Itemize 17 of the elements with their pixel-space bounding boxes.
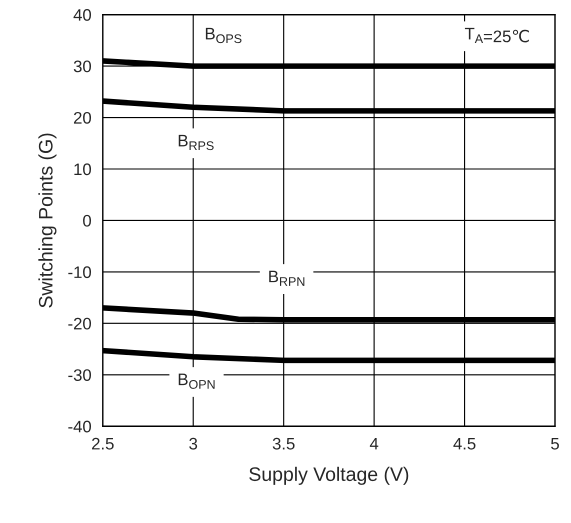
- x-tick-label: 4: [370, 438, 378, 450]
- y-tick-label: 20: [74, 112, 92, 124]
- y-tick-label: 0: [83, 214, 92, 227]
- x-tick-label: 5: [551, 438, 559, 450]
- y-tick-label: -20: [68, 318, 92, 330]
- y-tick-label: 30: [74, 60, 92, 72]
- y-tick-label: 40: [74, 9, 92, 21]
- x-tick-label: 3.5: [272, 438, 295, 450]
- x-tick-label: 4.5: [453, 438, 476, 450]
- x-tick-label: 2.5: [92, 438, 114, 450]
- y-tick-label: -10: [68, 266, 92, 278]
- y-tick-label: 10: [74, 163, 92, 176]
- y-tick-label: -40: [68, 420, 92, 432]
- x-axis-title: Supply Voltage (V): [249, 466, 408, 485]
- x-tick-label: 3: [189, 438, 198, 450]
- y-axis-title: Switching Points (G): [38, 134, 56, 308]
- y-tick-label: -30: [68, 369, 92, 381]
